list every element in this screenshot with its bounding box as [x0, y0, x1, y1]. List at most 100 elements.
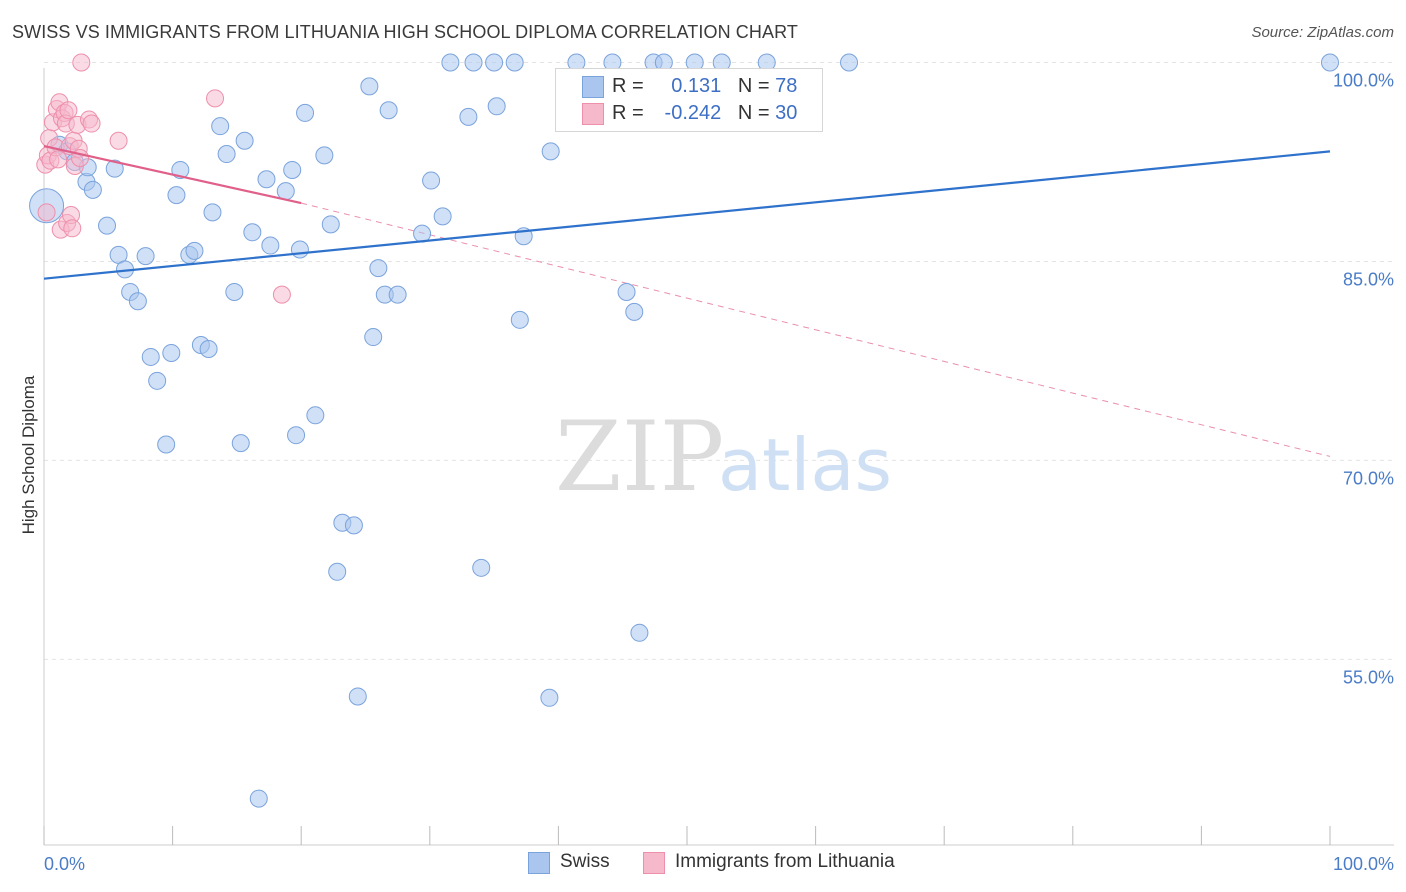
- source-label: Source: ZipAtlas.com: [1251, 24, 1394, 41]
- swiss-point-39: [306, 406, 325, 425]
- lithuania-r-value: -0.242: [664, 101, 722, 124]
- swiss-point-23: [199, 339, 218, 358]
- swiss-point-47: [364, 328, 383, 347]
- swiss-point-53: [422, 171, 441, 190]
- swiss-point-76: [840, 53, 859, 72]
- lithuania-point-24: [72, 53, 91, 72]
- swiss-swatch: [582, 76, 604, 98]
- swiss-point-6: [83, 180, 102, 199]
- bottom-lithuania-label: Immigrants from Lithuania: [675, 851, 895, 872]
- swiss-point-56: [459, 107, 478, 126]
- x-tick-labels: 0.0% 100.0%: [44, 854, 1394, 874]
- bottom-swiss-label: Swiss: [560, 851, 610, 872]
- swiss-point-59: [485, 53, 504, 72]
- lithuania-point-8: [49, 150, 68, 169]
- swiss-point-77: [1321, 53, 1339, 72]
- swiss-point-46: [360, 77, 379, 96]
- swiss-point-62: [510, 310, 529, 329]
- lithuania-point-27: [109, 131, 128, 150]
- y-tick-label-3: 55.0%: [1343, 667, 1394, 687]
- swiss-point-29: [235, 131, 254, 150]
- watermark-atlas: atlas: [718, 423, 892, 507]
- lithuania-point-18: [63, 219, 82, 238]
- swiss-point-68: [617, 282, 636, 301]
- lithuania-swatch: [582, 103, 604, 125]
- swiss-point-17: [162, 343, 181, 362]
- swiss-point-30: [243, 223, 262, 242]
- swiss-point-28: [231, 434, 250, 453]
- lithuania-point-28: [206, 89, 225, 108]
- swiss-point-13: [136, 247, 155, 266]
- lithuania-point-1: [37, 203, 56, 222]
- swiss-point-26: [217, 145, 236, 164]
- swiss-point-37: [290, 240, 309, 259]
- watermark: ZIP atlas: [555, 401, 892, 513]
- lithuania-n-value: 30: [775, 101, 798, 124]
- swiss-n-label: N =: [737, 74, 770, 97]
- swiss-point-45: [348, 687, 367, 706]
- swiss-point-70: [630, 623, 649, 642]
- swiss-point-27: [225, 282, 244, 301]
- trend-lines: [43, 145, 1331, 280]
- swiss-point-32: [257, 170, 276, 189]
- y-tick-labels: 100.0% 85.0% 70.0% 55.0%: [1333, 71, 1394, 688]
- lithuania-point-15: [59, 101, 78, 120]
- swiss-r-value: 0.131: [671, 74, 722, 97]
- swiss-point-18: [167, 186, 186, 205]
- swiss-point-58: [472, 558, 491, 577]
- grid-lines: [44, 62, 1394, 660]
- swiss-point-44: [344, 516, 363, 535]
- swiss-point-14: [141, 347, 160, 366]
- x-tick-label-0: 0.0%: [44, 854, 85, 874]
- swiss-point-42: [328, 562, 347, 581]
- swiss-point-8: [105, 159, 124, 178]
- lithuania-trend-dashed: [301, 202, 1331, 457]
- swiss-point-19: [171, 160, 190, 179]
- swiss-point-69: [625, 302, 644, 321]
- swiss-point-15: [148, 371, 167, 390]
- lithuania-n-label: N =: [737, 101, 770, 124]
- lithuania-trend-line: [43, 145, 302, 205]
- swiss-point-40: [315, 146, 334, 165]
- swiss-r-label: R =: [612, 74, 644, 97]
- swiss-trend-line: [43, 150, 1331, 280]
- swiss-point-41: [321, 215, 340, 234]
- y-tick-label-2: 70.0%: [1343, 468, 1394, 488]
- swiss-point-65: [541, 142, 560, 161]
- swiss-point-50: [379, 101, 398, 120]
- swiss-point-48: [369, 259, 388, 278]
- lithuania-point-29: [272, 285, 291, 304]
- x-tick-label-1: 100.0%: [1333, 854, 1394, 874]
- swiss-point-12: [128, 292, 147, 311]
- correlation-legend: R = 0.131 N = 78 R = -0.242 N = 30: [555, 68, 823, 132]
- swiss-point-34: [276, 182, 295, 201]
- swiss-point-57: [464, 53, 483, 72]
- swiss-n-value: 78: [775, 74, 798, 97]
- swiss-point-61: [505, 53, 524, 72]
- y-axis-label: High School Diploma: [19, 375, 38, 534]
- lithuania-r-label: R =: [612, 101, 644, 124]
- swiss-point-35: [283, 160, 302, 179]
- swiss-point-38: [296, 103, 315, 122]
- y-tick-label-0: 100.0%: [1333, 71, 1394, 91]
- watermark-zip: ZIP: [555, 401, 724, 513]
- swiss-point-25: [211, 117, 230, 136]
- swiss-point-51: [388, 285, 407, 304]
- swiss-point-60: [487, 97, 506, 116]
- swiss-point-7: [98, 216, 117, 235]
- swiss-point-36: [287, 426, 306, 445]
- swiss-point-31: [249, 789, 268, 808]
- bottom-swiss-swatch: [528, 852, 550, 874]
- swiss-point-24: [203, 203, 222, 222]
- lithuania-trend-extension: [301, 202, 1331, 457]
- swiss-point-52: [413, 224, 432, 243]
- swiss-point-16: [157, 435, 176, 454]
- lithuania-points: [36, 53, 291, 304]
- swiss-point-21: [185, 241, 204, 260]
- swiss-point-64: [540, 688, 559, 707]
- y-tick-label-1: 85.0%: [1343, 269, 1394, 289]
- bottom-lithuania-swatch: [643, 852, 665, 874]
- swiss-point-54: [433, 207, 452, 226]
- lithuania-point-26: [82, 114, 101, 133]
